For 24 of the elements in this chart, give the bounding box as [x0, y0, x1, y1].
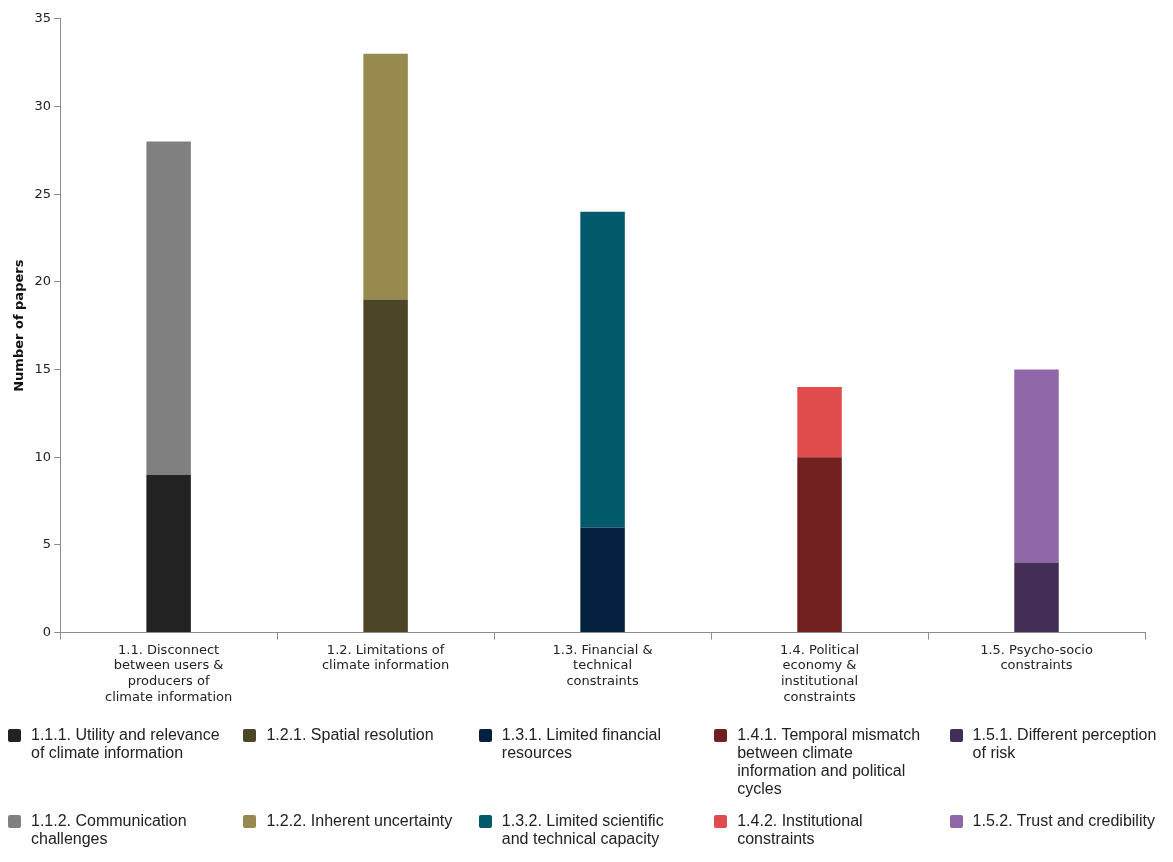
y-tick-label: 25	[34, 185, 52, 201]
x-tick-label: 1.4. Political economy & institutional constraints	[780, 641, 860, 704]
y-tick-label: 20	[34, 273, 52, 289]
legend-label: 1.4.1. Temporal mismatch between climate information and political cycles	[737, 726, 922, 798]
legend-label: 1.4.2. Institutional constraints	[737, 812, 864, 848]
legend-label: 1.5.2. Trust and credibility	[972, 812, 1155, 830]
legend-label: 1.2.1. Spatial resolution	[266, 726, 434, 744]
y-tick-label: 35	[34, 10, 52, 26]
y-tick-label: 30	[34, 97, 52, 113]
y-tick-label: 5	[42, 536, 52, 552]
y-tick-label: 15	[34, 360, 52, 376]
legend-label: 1.3.1. Limited financial resources	[501, 726, 662, 762]
y-tick-label: 10	[34, 448, 52, 464]
legend-label: 1.1.2. Communication challenges	[31, 812, 188, 848]
legend-label: 1.5.1. Different perception of risk	[972, 726, 1158, 762]
x-tick-label: 1.1. Disconnect between users & producers of climate information	[104, 641, 233, 704]
y-tick-label: 0	[42, 623, 52, 639]
legend-label: 1.3.2. Limited scientific and technical capacity	[501, 812, 665, 848]
legend-label: 1.2.2. Inherent uncertainty	[266, 812, 453, 830]
legend-label: 1.1.1. Utility and relevance of climate information	[31, 726, 221, 762]
x-tick-label: 1.3. Financial & technical constraints	[552, 641, 653, 688]
x-tick-label: 1.2. Limitations of climate information	[321, 641, 450, 673]
y-axis-title: Number of papers	[11, 259, 27, 392]
x-tick-label: 1.5. Psycho-socio constraints	[980, 641, 1093, 673]
